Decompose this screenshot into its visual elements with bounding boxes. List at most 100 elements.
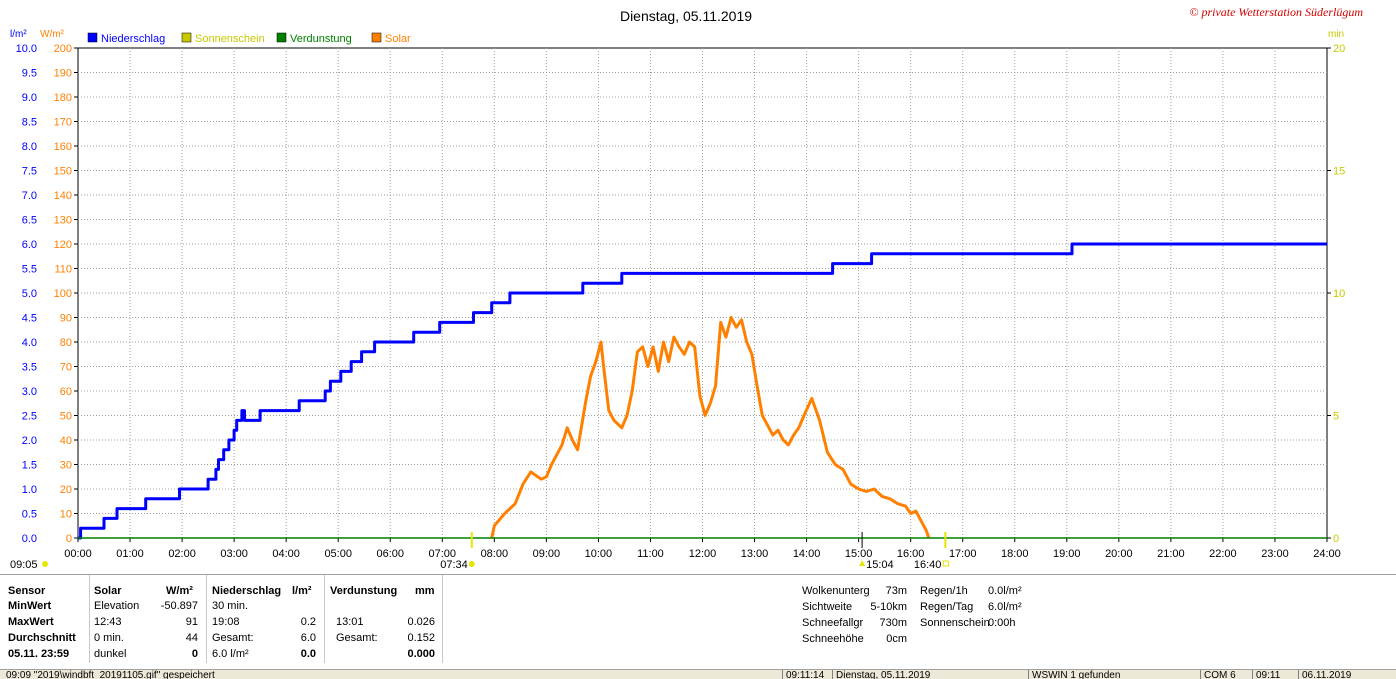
extra-value: 73m (885, 585, 907, 597)
precip-value: 0.2 (300, 616, 316, 628)
y-tick-label-solar: 10 (60, 509, 72, 521)
evap-time: 13:01 (336, 616, 364, 628)
precip-value: 0.0 (300, 648, 316, 660)
axes: 00:00 01:00 02:00 03:00 04:00 05:00 06:00 07:00… (16, 43, 1346, 560)
status-date: Dienstag, 05.11.2019 (836, 670, 931, 679)
y-tick-label-minutes: 0 (1333, 533, 1339, 545)
y-tick-label-solar: 0 (66, 533, 72, 545)
y-tick-label-precip: 8.5 (22, 117, 37, 129)
unit-minutes-label: min (1328, 29, 1344, 40)
x-tick-label: 07:00 (429, 548, 457, 560)
row-label: Durchschnitt (8, 632, 76, 644)
y-tick-label-precip: 0.5 (22, 509, 37, 521)
extra-label: Wolkenunterg (802, 585, 870, 597)
start-dot (42, 561, 48, 567)
y-tick-label-precip: 3.0 (22, 386, 37, 398)
precip-time: 19:08 (212, 616, 240, 628)
evap-time: Gesamt: (336, 632, 378, 644)
row-label: MaxWert (8, 616, 54, 628)
extra-value: 730m (879, 617, 907, 629)
status-short-date: 06.11.2019 (1302, 670, 1352, 679)
extra-value: 5-10km (870, 601, 907, 613)
solar-value: 44 (185, 632, 198, 644)
x-tick-label: 15:00 (845, 548, 873, 560)
solar-time: Elevation (94, 600, 140, 612)
sunset-label: 16:40 (914, 559, 942, 571)
evap-value: 0.000 (407, 648, 435, 660)
header-solar-unit: W/m² (166, 585, 193, 597)
divider (89, 575, 90, 663)
x-tick-label: 02:00 (168, 548, 196, 560)
brand-label: © private Wetterstation Süderlügum (1189, 5, 1363, 19)
series-line-niederschlag (78, 242, 1327, 540)
y-tick-label-solar: 140 (54, 190, 72, 202)
extra-label: Regen/1h (920, 585, 968, 597)
status-separator (832, 670, 833, 679)
y-tick-label-solar: 100 (54, 288, 72, 300)
y-tick-label-solar: 40 (60, 435, 72, 447)
y-tick-label-minutes: 5 (1333, 411, 1339, 423)
y-tick-label-precip: 6.0 (22, 239, 37, 251)
status-device: WSWIN 1 gefunden (1032, 670, 1121, 679)
extra-value: 0cm (886, 633, 907, 645)
x-tick-label: 17:00 (949, 548, 977, 560)
legend-label: Niederschlag (101, 33, 165, 45)
x-tick-label: 12:00 (689, 548, 717, 560)
x-tick-label: 16:00 (897, 548, 925, 560)
header-evap: Verdunstung (330, 585, 398, 597)
markers: 09:05 07:34 15:04 16:40 (10, 532, 949, 571)
y-tick-label-solar: 120 (54, 239, 72, 251)
y-tick-label-precip: 5.0 (22, 288, 37, 300)
y-tick-label-solar: 70 (60, 362, 72, 374)
y-tick-label-precip: 9.0 (22, 92, 37, 104)
y-tick-label-minutes: 20 (1333, 43, 1345, 55)
x-tick-label: 22:00 (1209, 548, 1237, 560)
statistics-panel: Sensor Solar W/m² Niederschlag l/m² Verd… (0, 574, 1396, 670)
status-time: 09:11:14 (786, 670, 825, 679)
extra-label: Sichtweite (802, 601, 853, 613)
row-label: 05.11. 23:59 (8, 648, 70, 660)
extra-label: Schneefallgr (802, 617, 864, 629)
status-separator (1028, 670, 1029, 679)
header-solar: Solar (94, 585, 122, 597)
y-tick-label-precip: 1.5 (22, 460, 37, 472)
x-tick-label: 08:00 (481, 548, 509, 560)
legend-swatch (276, 32, 287, 43)
x-tick-label: 23:00 (1261, 548, 1289, 560)
divider (206, 575, 207, 663)
legend-swatch (371, 32, 382, 43)
x-tick-label: 18:00 (1001, 548, 1029, 560)
y-tick-label-precip: 2.0 (22, 435, 37, 447)
unit-precip-label: l/m² (10, 29, 27, 40)
solar-value: -50.897 (160, 600, 198, 612)
x-tick-label: 21:00 (1157, 548, 1185, 560)
x-tick-label: 03:00 (220, 548, 248, 560)
y-tick-label-minutes: 10 (1333, 288, 1345, 300)
legend-label: Sonnenschein (195, 33, 265, 45)
chart-title: Dienstag, 05.11.2019 (620, 8, 752, 24)
y-tick-label-solar: 150 (54, 166, 72, 178)
x-tick-label: 14:00 (793, 548, 821, 560)
divider (324, 575, 325, 663)
unit-solar-label: W/m² (40, 29, 65, 40)
y-tick-label-precip: 2.5 (22, 411, 37, 423)
y-tick-label-solar: 130 (54, 215, 72, 227)
extra-label: Regen/Tag (920, 601, 974, 613)
x-tick-label: 01:00 (116, 548, 144, 560)
y-tick-label-minutes: 15 (1333, 166, 1345, 178)
solar-time: 0 min. (94, 632, 124, 644)
header-sensor: Sensor (8, 585, 46, 597)
status-separator (782, 670, 783, 679)
y-tick-label-solar: 50 (60, 411, 72, 423)
solar-value: 0 (191, 648, 198, 660)
y-tick-label-precip: 4.0 (22, 337, 37, 349)
solar-end-triangle (859, 560, 866, 566)
header-precip: Niederschlag (212, 585, 282, 597)
solar-value: 91 (185, 616, 198, 628)
y-tick-label-precip: 5.5 (22, 264, 37, 276)
x-tick-label: 11:00 (637, 548, 664, 560)
x-tick-label: 09:00 (533, 548, 561, 560)
y-tick-label-precip: 0.0 (22, 533, 37, 545)
y-tick-label-solar: 190 (54, 68, 72, 80)
series-line-solar (490, 316, 931, 539)
